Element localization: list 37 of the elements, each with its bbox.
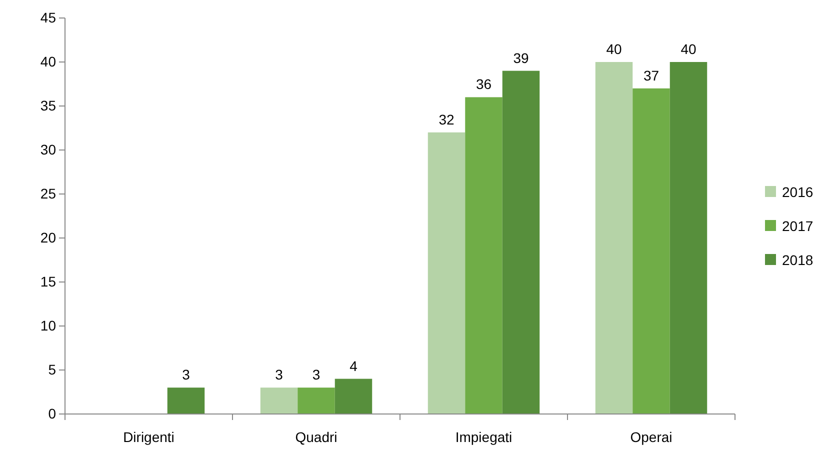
bar <box>334 378 372 414</box>
bar <box>260 388 298 414</box>
data-label: 39 <box>513 50 529 66</box>
data-label: 37 <box>643 67 660 84</box>
x-tick-label: Impiegati <box>455 429 512 445</box>
y-tick-label: 30 <box>40 141 56 158</box>
data-label: 32 <box>438 111 455 128</box>
bar <box>632 88 670 414</box>
data-label: 4 <box>350 358 358 374</box>
data-label: 40 <box>680 41 696 57</box>
y-tick-label: 5 <box>48 361 56 378</box>
bar <box>167 388 205 414</box>
legend-label: 2018 <box>782 252 814 268</box>
data-label: 40 <box>606 41 622 57</box>
bar <box>465 97 502 414</box>
x-tick-label: Quadri <box>295 429 338 445</box>
y-tick-label: 0 <box>48 405 56 422</box>
data-label: 3 <box>182 366 190 383</box>
bar <box>670 62 708 414</box>
bar <box>502 70 540 414</box>
bar <box>595 62 633 414</box>
data-label: 3 <box>275 366 284 383</box>
y-tick-label: 45 <box>40 9 56 26</box>
x-tick-label: Operai <box>630 429 672 445</box>
y-tick-label: 25 <box>40 185 56 202</box>
data-label: 3 <box>312 366 320 383</box>
bar <box>298 388 335 414</box>
x-tick-label: Dirigenti <box>123 429 174 445</box>
data-label: 36 <box>476 76 492 92</box>
y-tick-label: 15 <box>40 273 56 290</box>
y-tick-label: 35 <box>40 97 56 114</box>
legend-label: 2017 <box>782 218 814 234</box>
legend-label: 2016 <box>782 184 814 200</box>
y-tick-label: 10 <box>40 317 56 334</box>
y-tick-label: 20 <box>40 229 56 246</box>
bar <box>428 132 466 414</box>
y-tick-label: 40 <box>40 53 56 70</box>
